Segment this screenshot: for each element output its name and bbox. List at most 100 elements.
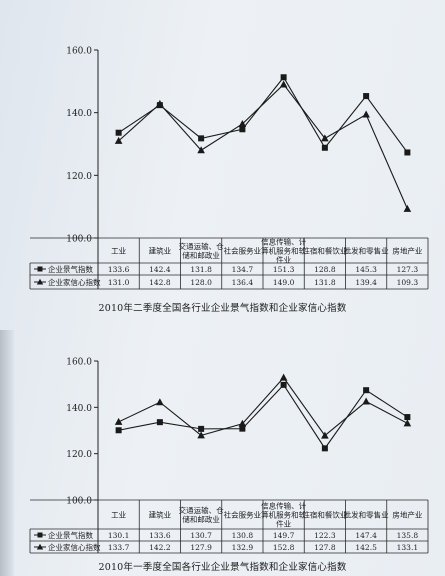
data-point-triangle xyxy=(114,136,123,144)
table-value: 142.8 xyxy=(149,278,171,287)
category-label: 工业 xyxy=(111,246,126,256)
legend-label: 企业家信心指数 xyxy=(48,277,101,287)
table-value: 109.3 xyxy=(397,278,419,287)
data-point-triangle xyxy=(238,419,247,427)
data-point-square xyxy=(404,149,411,156)
category-label: 信息传输、计 xyxy=(261,237,306,247)
category-label: 算机服务和软 xyxy=(261,246,306,256)
category-label: 住宿和餐饮业 xyxy=(302,246,347,256)
data-point-triangle xyxy=(197,146,205,154)
legend-square-marker xyxy=(37,532,43,538)
y-tick-label: 140.0 xyxy=(66,109,92,119)
table-value: 133.6 xyxy=(149,531,171,540)
table-value: 130.7 xyxy=(190,531,212,540)
category-label: 件业 xyxy=(276,519,291,529)
table-value: 152.8 xyxy=(273,543,295,552)
table-value: 145.3 xyxy=(355,265,377,274)
data-point-triangle xyxy=(156,99,164,107)
table-value: 149.0 xyxy=(273,278,295,287)
data-point-square xyxy=(404,414,411,421)
data-point-square xyxy=(239,425,246,432)
data-point-square xyxy=(156,419,163,426)
table-value: 131.0 xyxy=(108,278,130,287)
legend-triangle-marker xyxy=(36,543,44,550)
table-value: 142.4 xyxy=(149,265,171,274)
legend-square-marker xyxy=(37,266,43,272)
table-value: 147.4 xyxy=(355,531,377,540)
table-value: 128.8 xyxy=(314,265,336,274)
page-fold-shadow xyxy=(0,330,14,576)
data-point-triangle xyxy=(279,80,288,88)
category-label: 工业 xyxy=(111,510,126,520)
data-point-triangle xyxy=(403,204,412,212)
table-value: 133.7 xyxy=(108,543,130,552)
category-label: 住宿和餐饮业 xyxy=(302,510,347,520)
y-tick-label: 160.0 xyxy=(66,358,92,368)
data-point-square xyxy=(321,144,328,151)
y-tick-label: 120.0 xyxy=(66,450,92,460)
table-value: 127.9 xyxy=(190,543,212,552)
table-value: 127.8 xyxy=(314,543,336,552)
y-tick-label: 100.0 xyxy=(66,497,92,507)
data-point-triangle xyxy=(321,431,329,439)
category-label: 储和邮政业 xyxy=(182,514,220,524)
category-label: 房地产业 xyxy=(392,510,422,520)
table-value: 128.0 xyxy=(190,278,212,287)
chart-q2-caption: 2010年二季度全国各行业企业景气指数和企业家信心指数 xyxy=(98,303,347,314)
y-tick-label: 100.0 xyxy=(66,235,92,245)
category-label: 件业 xyxy=(276,255,291,265)
data-point-triangle xyxy=(362,397,370,405)
category-label: 房地产业 xyxy=(392,246,422,256)
category-label: 交通运输、仓 xyxy=(179,505,224,515)
data-point-triangle xyxy=(156,398,164,406)
table-value: 132.9 xyxy=(232,543,254,552)
data-point-triangle xyxy=(238,119,247,127)
table-value: 133.6 xyxy=(108,265,130,274)
table-value: 135.8 xyxy=(397,531,419,540)
table-value: 127.3 xyxy=(397,265,419,274)
data-point-square xyxy=(321,445,328,452)
table-value: 134.7 xyxy=(232,265,254,274)
data-point-square xyxy=(363,387,370,394)
legend-label: 企业景气指数 xyxy=(48,530,93,540)
series-line-prosperity xyxy=(118,383,408,450)
table-value: 142.2 xyxy=(149,543,171,552)
table-value: 133.1 xyxy=(397,543,418,552)
data-point-square xyxy=(239,126,246,133)
data-point-triangle xyxy=(403,419,412,427)
data-point-square xyxy=(115,427,122,434)
legend-triangle-marker xyxy=(36,278,44,285)
table-value: 151.3 xyxy=(273,265,295,274)
legend-label: 企业景气指数 xyxy=(48,264,93,274)
table-value: 131.8 xyxy=(314,278,336,287)
data-point-square xyxy=(280,381,287,388)
data-point-triangle xyxy=(279,373,288,381)
category-label: 批发和零售业 xyxy=(344,510,389,520)
category-label: 交通运输、仓 xyxy=(179,241,224,251)
table-value: 136.4 xyxy=(232,278,254,287)
data-point-square xyxy=(115,129,122,136)
category-label: 社会服务业 xyxy=(224,246,262,256)
chart-q1-caption: 2010年一季度全国各行业企业景气指数和企业家信心指数 xyxy=(98,562,347,573)
data-point-square xyxy=(280,74,287,81)
data-point-triangle xyxy=(321,134,329,142)
data-point-square xyxy=(363,93,370,100)
series-line-prosperity xyxy=(118,76,408,153)
category-label: 社会服务业 xyxy=(224,510,262,520)
category-label: 信息传输、计 xyxy=(261,501,306,511)
table-value: 130.8 xyxy=(232,531,254,540)
category-label: 储和邮政业 xyxy=(182,250,220,260)
category-label: 建筑业 xyxy=(149,246,172,256)
series-line-confidence xyxy=(118,83,408,210)
category-label: 建筑业 xyxy=(149,510,172,520)
table-value: 142.5 xyxy=(355,543,377,552)
category-label: 批发和零售业 xyxy=(344,246,389,256)
y-tick-label: 120.0 xyxy=(66,172,92,182)
data-point-triangle xyxy=(197,431,205,439)
series-line-confidence xyxy=(118,376,408,437)
table-value: 149.7 xyxy=(273,531,295,540)
data-point-triangle xyxy=(114,417,123,425)
